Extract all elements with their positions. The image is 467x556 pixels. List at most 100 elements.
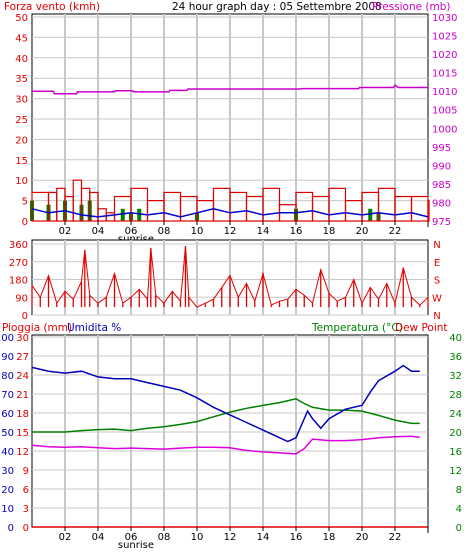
humidity-y-tick: 50 (1, 428, 14, 439)
rain-y-tick: 9 (23, 466, 29, 477)
pressure-y-tick: 995 (432, 143, 451, 154)
compass-label: S (434, 276, 440, 287)
humidity-y-tick: 10 (1, 504, 14, 515)
wind-axis-title: Forza vento (kmh) (4, 1, 100, 13)
humidity-y-tick: 60 (1, 409, 14, 420)
temperature-y-tick: 40 (449, 333, 462, 344)
dewpoint-axis-title: Dew Point (395, 322, 448, 334)
direction-y-tick: 0 (22, 311, 28, 322)
wind-y-tick: 35 (15, 74, 28, 85)
temperature-axis-title: Temperatura (°C) (311, 322, 403, 334)
pressure-y-tick: 1005 (432, 106, 457, 117)
rain-y-tick: 6 (23, 485, 29, 496)
wind-bar (89, 191, 99, 222)
humidity-y-tick: 80 (1, 371, 14, 382)
pressure-axis-title: Pressione (mb) (372, 1, 451, 13)
humidity-line (31, 364, 420, 443)
wind-y-tick: 40 (15, 54, 28, 65)
compass-label: E (434, 258, 440, 269)
humidity-axis-title: Umidita % (67, 322, 121, 334)
temperature-y-tick: 36 (449, 352, 462, 363)
x-tick-label: 16 (290, 532, 303, 543)
humidity-y-tick: 20 (1, 485, 14, 496)
rain-y-tick: 18 (16, 409, 29, 420)
compass-label: W (432, 293, 442, 304)
x-tick-label: 18 (323, 226, 336, 237)
wind-bar (427, 200, 430, 222)
humidity-y-tick: 30 (1, 466, 14, 477)
rain-y-tick: 27 (16, 352, 29, 363)
temperature-y-tick: 28 (449, 390, 462, 401)
pressure-y-tick: 1000 (432, 124, 457, 135)
wind-y-tick: 25 (15, 115, 28, 126)
rain-y-tick: 15 (16, 428, 29, 439)
rain-y-tick: 3 (23, 504, 29, 515)
x-tick-label: 06 (125, 532, 138, 543)
x-tick-label: 14 (257, 226, 270, 237)
x-tick-label: 02 (59, 226, 72, 237)
temperature-y-tick: 16 (449, 447, 462, 458)
pressure-y-tick: 1020 (432, 50, 457, 61)
humidity-y-tick: 40 (1, 447, 14, 458)
wind-y-tick: 30 (15, 95, 28, 106)
temperature-y-tick: 12 (449, 466, 462, 477)
x-tick-label: 14 (257, 532, 270, 543)
rain-y-tick: 24 (16, 371, 29, 382)
x-tick-label: 16 (290, 226, 303, 237)
wind-y-tick: 45 (15, 33, 28, 44)
pressure-y-tick: 1015 (432, 69, 457, 80)
compass-label: N (433, 240, 440, 251)
pressure-y-tick: 985 (432, 180, 451, 191)
x-tick-label: 12 (224, 532, 237, 543)
temperature-y-tick: 32 (449, 371, 462, 382)
pressure-line (32, 84, 428, 95)
humidity-y-tick: 100 (0, 333, 14, 344)
rain-axis-title: Pioggia (mm) (2, 322, 72, 334)
pressure-y-tick: 975 (432, 217, 451, 228)
direction-y-tick: 270 (9, 258, 28, 269)
direction-y-tick: 180 (9, 276, 28, 287)
x-tick-label: 18 (323, 532, 336, 543)
x-tick-label: 20 (356, 532, 369, 543)
gust-bar (368, 208, 373, 221)
compass-label: N (433, 311, 440, 322)
wind-y-tick: 20 (15, 135, 28, 146)
temperature-y-tick: 8 (456, 485, 462, 496)
dewpoint-line (31, 435, 420, 455)
x-tick-label: 06 (125, 226, 138, 237)
x-tick-label: 08 (158, 532, 171, 543)
wind-y-tick: 50 (15, 13, 28, 24)
temperature-y-tick: 20 (449, 428, 462, 439)
temperature-y-tick: 4 (456, 504, 462, 515)
temperature-y-tick: 24 (449, 409, 462, 420)
temperature-line (32, 398, 420, 433)
x-tick-label: 12 (224, 226, 237, 237)
x-tick-label: 10 (191, 226, 204, 237)
temp-humidity-panel: 0102030405060708090100036912151821242730… (0, 333, 462, 551)
x-tick-label: 04 (92, 532, 105, 543)
x-tick-label: 02 (59, 532, 72, 543)
pressure-y-tick: 1010 (432, 87, 457, 98)
gust-bar (120, 208, 125, 221)
wind-pressure-panel: 0510152025303540455097598098599099510001… (15, 13, 457, 245)
average-wind-line (31, 208, 429, 218)
rain-y-tick: 21 (16, 390, 29, 401)
wind-y-tick: 0 (22, 217, 28, 228)
pressure-y-tick: 980 (432, 198, 451, 209)
temperature-y-tick: 0 (456, 523, 462, 534)
rain-y-tick: 0 (23, 523, 29, 534)
x-tick-label: 04 (92, 226, 105, 237)
direction-y-tick: 90 (15, 293, 28, 304)
wind-y-tick: 5 (22, 197, 28, 208)
sunrise-label: sunrise (118, 540, 154, 551)
rain-y-tick: 30 (16, 333, 29, 344)
x-tick-label: 22 (389, 532, 402, 543)
wind-y-tick: 15 (15, 156, 28, 167)
direction-line (31, 245, 429, 308)
wind-y-tick: 10 (15, 176, 28, 187)
pressure-y-tick: 1025 (432, 32, 457, 43)
x-tick-label: 20 (356, 226, 369, 237)
humidity-y-tick: 70 (1, 390, 14, 401)
